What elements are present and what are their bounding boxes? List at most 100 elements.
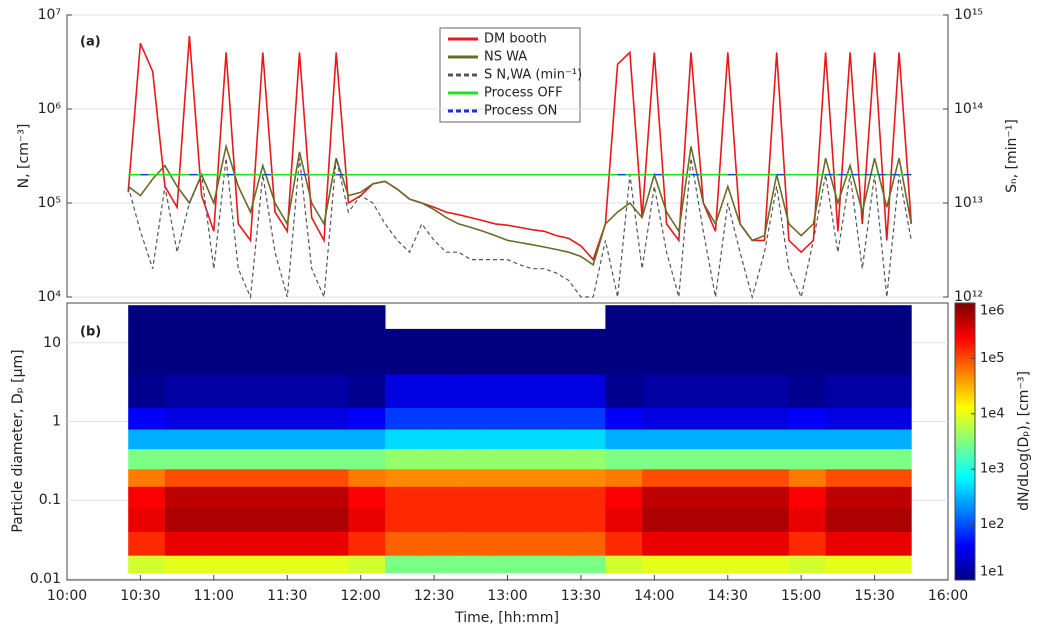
heatmap-cell — [385, 468, 423, 487]
heatmap-cell — [275, 486, 313, 509]
heatmap-cell — [311, 374, 349, 408]
heatmap-cell — [495, 486, 533, 509]
colorbar-step — [955, 527, 975, 531]
heatmap-cell — [201, 555, 239, 574]
heatmap-cell — [495, 448, 533, 470]
heatmap-cell — [715, 468, 753, 487]
panel-label: (b) — [80, 325, 101, 340]
y-tick-label: 10⁷ — [38, 7, 61, 23]
colorbar-step — [955, 366, 975, 370]
y-tick-label: 10⁶ — [38, 101, 62, 117]
colorbar-step — [955, 377, 975, 382]
colorbar-step — [955, 333, 975, 337]
colorbar-step — [955, 419, 975, 423]
heatmap-cell — [715, 374, 753, 408]
colorbar-step — [955, 516, 975, 520]
colorbar-step — [955, 532, 975, 537]
heatmap-cell — [532, 407, 570, 430]
heatmap-cell — [238, 374, 276, 408]
colorbar-step — [955, 405, 975, 409]
heatmap-cell — [495, 407, 533, 430]
heatmap-cell — [788, 374, 826, 408]
heatmap-cell — [164, 486, 202, 509]
heatmap-cell — [605, 468, 643, 487]
heatmap-cell — [128, 531, 166, 556]
heatmap-cell — [605, 305, 643, 330]
heatmap-cell — [128, 305, 166, 330]
heatmap-cell — [385, 328, 423, 375]
heatmap-cell — [348, 429, 386, 450]
heatmap-cell — [128, 374, 166, 408]
colorbar-frame — [954, 302, 976, 581]
colorbar-step — [955, 535, 975, 539]
colorbar-step — [955, 543, 975, 548]
heatmap-cell — [678, 486, 716, 509]
heatmap-cell — [311, 555, 349, 574]
colorbar-step — [955, 549, 975, 553]
heatmap-cell — [825, 531, 863, 556]
y2-axis-label: Sₙ, [min⁻¹] — [1004, 119, 1020, 193]
colorbar-step — [955, 496, 975, 501]
colorbar-step — [955, 416, 975, 420]
heatmap-cell — [348, 374, 386, 408]
heatmap-cell — [201, 429, 239, 450]
heatmap-cell — [421, 555, 459, 574]
heatmap-cell — [678, 507, 716, 532]
colorbar-step — [955, 327, 975, 332]
heatmap-cell — [788, 407, 826, 430]
heatmap-cell — [311, 448, 349, 470]
heatmap-cell — [164, 328, 202, 375]
colorbar-step — [955, 513, 975, 517]
heatmap-cell — [275, 374, 313, 408]
colorbar-step — [955, 433, 975, 437]
heatmap-cell — [862, 555, 900, 574]
heatmap-cell — [201, 305, 239, 330]
heatmap-cell — [532, 468, 570, 487]
colorbar-step — [955, 502, 975, 506]
heatmap-cell — [348, 407, 386, 430]
heatmap-cell — [899, 486, 912, 509]
heatmap-cell — [862, 407, 900, 430]
y-tick-label: 10⁵ — [38, 195, 61, 211]
colorbar-step — [955, 505, 975, 509]
colorbar-step — [955, 460, 975, 465]
heatmap-cell — [128, 486, 166, 509]
heatmap-cell — [899, 407, 912, 430]
heatmap-cell — [238, 468, 276, 487]
colorbar-step — [955, 471, 975, 476]
colorbar-step — [955, 430, 975, 434]
heatmap-cell — [532, 531, 570, 556]
heatmap-cell — [642, 531, 680, 556]
heatmap-cell — [532, 448, 570, 470]
heatmap-cell — [421, 468, 459, 487]
heatmap-cell — [311, 531, 349, 556]
colorbar-tick-label: 1e1 — [980, 565, 1005, 580]
colorbar-tick-label: 1e6 — [980, 304, 1005, 319]
x-tick-label: 15:00 — [781, 588, 821, 604]
heatmap-cell — [164, 507, 202, 532]
heatmap-cell — [275, 305, 313, 330]
heatmap-cell — [642, 507, 680, 532]
heatmap-cell — [678, 305, 716, 330]
heatmap-cell — [605, 507, 643, 532]
colorbar-step — [955, 555, 975, 559]
series-line — [127, 35, 913, 262]
heatmap-cell — [642, 429, 680, 450]
y-axis-label: Particle diameter, Dₚ [μm] — [10, 349, 26, 532]
colorbar-step — [955, 488, 975, 492]
colorbar-step — [955, 552, 975, 556]
heatmap-cell — [164, 305, 202, 330]
colorbar-step — [955, 316, 975, 321]
colorbar-step — [955, 455, 975, 459]
y-tick-label: 10⁴ — [38, 289, 62, 305]
colorbar-tick-label: 1e4 — [980, 406, 1005, 421]
colorbar-step — [955, 402, 975, 406]
colorbar-step — [955, 350, 975, 354]
colorbar-step — [955, 560, 975, 564]
heatmap-cell — [678, 448, 716, 470]
heatmap-cell — [238, 555, 276, 574]
colorbar-tick-label: 1e3 — [980, 462, 1005, 477]
heatmap-cell — [825, 328, 863, 375]
heatmap-cell — [164, 555, 202, 574]
